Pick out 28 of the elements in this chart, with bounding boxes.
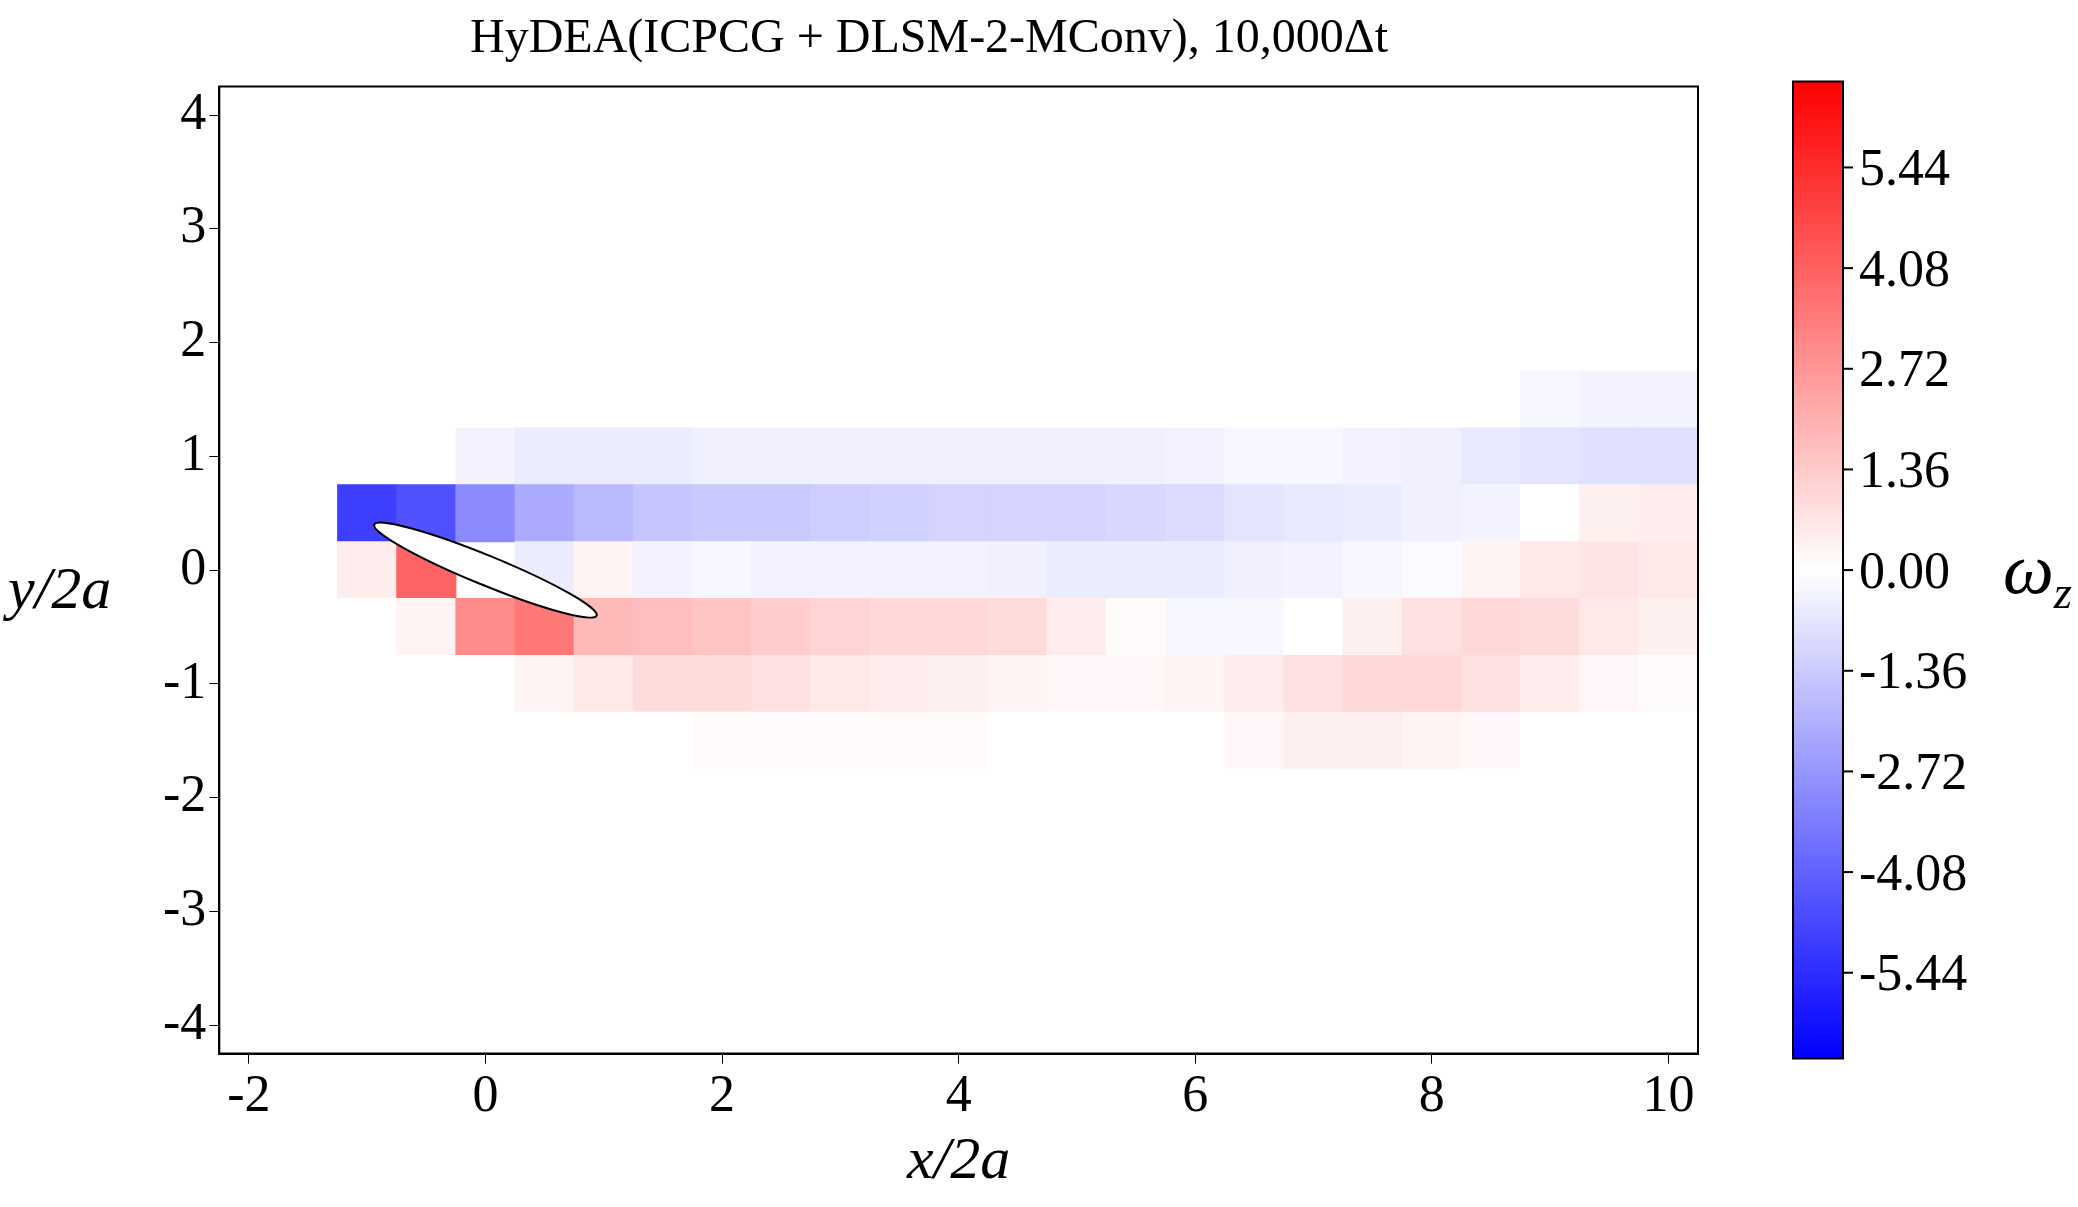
y-tick-label: -1: [162, 651, 207, 709]
y-tick-label: -2: [162, 765, 207, 823]
x-tick-label: 10: [1642, 1065, 1695, 1123]
x-tick-label: 6: [1182, 1065, 1209, 1123]
color-bar-label: 2.72: [1859, 340, 1950, 398]
chart-title: HyDEA(ICPCG + DLSM-2-MConv), 10,000Δt: [470, 9, 1389, 64]
color-bar-label: 5.44: [1859, 139, 1950, 197]
color-bar-label: 0.00: [1859, 541, 1950, 599]
color-bar-label: -5.44: [1859, 944, 1968, 1002]
y-tick-label: -4: [162, 992, 207, 1050]
y-tick-label: 3: [180, 196, 207, 254]
color-bar-label: -4.08: [1859, 843, 1968, 901]
y-tick-label: -3: [162, 879, 207, 937]
y-tick-label: 2: [180, 310, 207, 368]
color-bar-label: 1.36: [1859, 441, 1950, 499]
x-tick-label: 0: [472, 1065, 499, 1123]
y-tick-label: 1: [180, 423, 207, 481]
x-axis-title: x/2a: [906, 1124, 1011, 1191]
x-tick-label: 8: [1418, 1065, 1445, 1123]
color-bar-label: 4.08: [1859, 239, 1950, 297]
y-tick-label: 4: [180, 82, 207, 140]
x-tick-label: 4: [945, 1065, 972, 1123]
color-bar-label: -1.36: [1859, 642, 1968, 700]
y-axis-title: y/2a: [2, 554, 112, 621]
x-tick-label: -2: [227, 1065, 271, 1123]
color-bar-label: -2.72: [1859, 743, 1968, 801]
y-tick-label: 0: [180, 537, 207, 595]
x-tick-label: 2: [709, 1065, 736, 1123]
